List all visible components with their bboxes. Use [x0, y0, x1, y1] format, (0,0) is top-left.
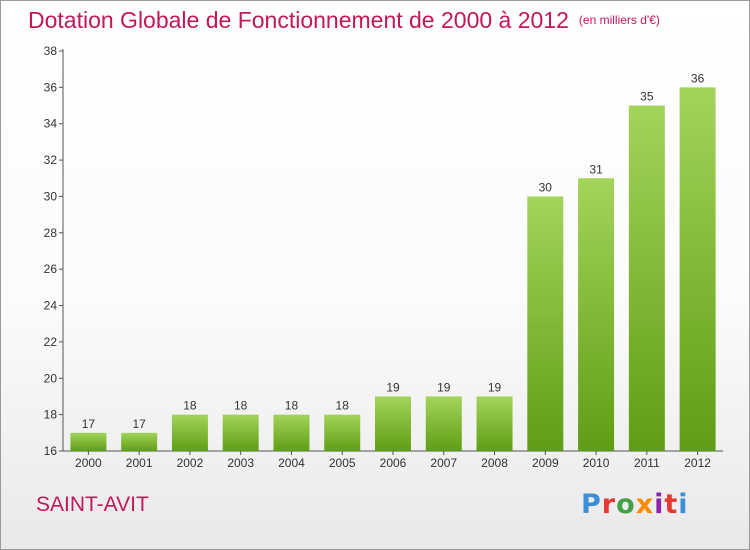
bar: [222, 414, 259, 451]
data-label: 19: [488, 380, 502, 394]
x-tick-label: 2007: [430, 456, 457, 470]
x-tick-label: 2002: [177, 456, 204, 470]
logo-letter: r: [601, 489, 617, 520]
y-tick-label: 32: [44, 153, 58, 167]
x-tick-label: 2008: [481, 456, 508, 470]
commune-name: SAINT-AVIT: [36, 493, 149, 516]
bar: [527, 196, 564, 451]
y-tick-label: 26: [44, 262, 58, 276]
data-label: 17: [132, 417, 146, 431]
y-tick-label: 16: [44, 444, 58, 458]
data-label: 35: [640, 90, 654, 104]
logo-letter: o: [616, 489, 636, 520]
y-tick-label: 30: [44, 189, 58, 203]
bars: [70, 87, 716, 452]
y-tick-label: 22: [44, 335, 58, 349]
data-label: 18: [234, 399, 248, 413]
bar: [375, 396, 411, 451]
x-tick-label: 2000: [75, 456, 102, 470]
data-label: 19: [386, 380, 400, 394]
x-tick-label: 2001: [126, 456, 153, 470]
bar: [70, 432, 107, 451]
data-label: 18: [336, 399, 350, 413]
data-label: 18: [183, 399, 197, 413]
logo-letter: t: [664, 489, 679, 520]
logo-letter: x: [635, 489, 655, 520]
y-tick-label: 36: [44, 80, 58, 94]
x-tick-label: 2005: [329, 456, 356, 470]
bar: [324, 414, 361, 451]
y-tick-label: 38: [44, 44, 58, 58]
bar: [628, 105, 665, 451]
x-tick-label: 2009: [532, 456, 559, 470]
logo-letter: P: [581, 489, 602, 520]
bar: [425, 396, 462, 451]
x-tick-label: 2012: [684, 456, 711, 470]
y-tick-label: 24: [44, 299, 58, 313]
bar: [171, 414, 208, 451]
y-tick-label: 18: [44, 408, 58, 422]
labels: 2000 17 2001 17 2002 18 2003 18 2004 18 2005 18 2006…: [75, 71, 711, 470]
data-label: 31: [589, 162, 603, 176]
x-tick-label: 2003: [227, 456, 254, 470]
bar: [679, 87, 716, 451]
chart-title-text: Dotation Globale de Fonctionnement de 20…: [28, 7, 569, 33]
data-label: 30: [539, 180, 553, 194]
bar: [121, 432, 158, 451]
x-tick-label: 2006: [380, 456, 407, 470]
data-label: 19: [437, 380, 451, 394]
y-tick-label: 28: [44, 226, 58, 240]
x-tick-label: 2004: [278, 456, 305, 470]
data-label: 17: [82, 417, 96, 431]
x-tick-label: 2010: [583, 456, 610, 470]
axes: 16 18 20 22 24 26 28 30 32 34 36 38: [44, 44, 723, 458]
bar: [578, 178, 615, 452]
y-tick-label: 20: [44, 371, 58, 385]
data-label: 18: [285, 399, 299, 413]
data-label: 36: [691, 71, 705, 85]
chart-title: Dotation Globale de Fonctionnement de 20…: [28, 7, 660, 34]
logo-letter: i: [678, 489, 689, 520]
y-tick-label: 34: [44, 117, 58, 131]
unit-note: (en milliers d'€): [578, 13, 660, 27]
x-tick-label: 2011: [634, 456, 660, 470]
logo-letter: i: [654, 489, 665, 520]
bar: [476, 396, 513, 451]
proxiti-logo: Proxiti: [581, 489, 689, 520]
bar: [273, 414, 310, 451]
